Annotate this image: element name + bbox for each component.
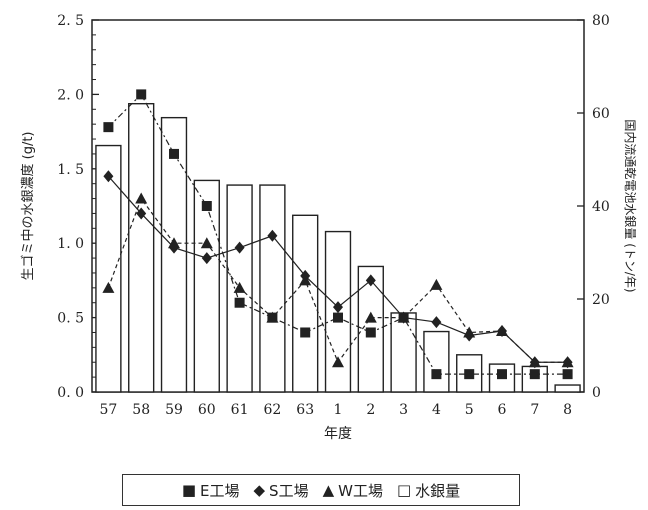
x-tick-label: 5 — [465, 402, 474, 418]
series-line-E工場 — [107, 93, 568, 375]
marker-diamond — [136, 207, 147, 220]
marker-triangle — [397, 311, 410, 323]
triangle-icon: ▲ — [322, 481, 335, 499]
left-tick-label: 0. 0 — [57, 385, 84, 401]
marker-diamond — [103, 170, 114, 183]
right-axis-title: 国内流通乾電池水銀量 (トン/年) — [623, 119, 637, 292]
diamond-icon: ◆ — [253, 481, 266, 499]
marker-square — [365, 327, 376, 338]
series-markers — [102, 89, 574, 380]
x-tick-label: 61 — [231, 402, 249, 418]
marker-triangle — [332, 356, 344, 368]
x-tick-label: 7 — [530, 402, 539, 418]
marker-square — [562, 369, 573, 380]
x-tick-label: 6 — [498, 402, 507, 418]
x-tick-label: 63 — [296, 402, 314, 418]
right-tick-label: 80 — [592, 13, 610, 29]
marker-square — [169, 148, 179, 159]
left-tick-label: 1. 0 — [57, 236, 84, 252]
left-tick-label: 2. 5 — [57, 13, 84, 29]
left-tick-label: 0. 5 — [57, 311, 84, 327]
marker-triangle — [168, 237, 180, 249]
right-tick-label: 20 — [592, 292, 610, 308]
bar — [193, 179, 220, 393]
marker-triangle — [200, 237, 213, 249]
marker-triangle — [233, 281, 246, 293]
marker-square — [529, 369, 540, 380]
x-tick-label: 60 — [198, 402, 216, 418]
x-tick-label: 59 — [165, 402, 183, 418]
legend-label-e: E工場 — [200, 481, 240, 500]
marker-square — [497, 369, 507, 380]
marker-square — [234, 297, 245, 308]
x-tick-label: 3 — [399, 402, 408, 418]
marker-triangle — [102, 281, 115, 293]
x-tick-label: 1 — [334, 402, 343, 418]
bar — [128, 102, 155, 393]
bar — [554, 384, 581, 393]
bar — [259, 184, 286, 393]
legend-item-mercury: □ 水銀量 — [397, 480, 460, 501]
marker-triangle — [266, 311, 279, 323]
hollow-square-icon: □ — [396, 481, 412, 499]
marker-triangle — [561, 356, 574, 368]
marker-triangle — [496, 324, 508, 336]
marker-triangle — [299, 274, 312, 286]
marker-square — [300, 327, 311, 338]
legend-item-e: ■ E工場 — [182, 480, 240, 501]
right-tick-label: 0 — [592, 385, 601, 401]
left-tick-label: 1. 5 — [57, 162, 84, 178]
marker-diamond — [333, 301, 343, 314]
legend-item-s: ◆ S工場 — [254, 480, 309, 501]
marker-diamond — [431, 316, 442, 329]
square-icon: ■ — [181, 481, 197, 499]
marker-triangle — [463, 326, 476, 338]
left-tick-label: 2. 0 — [57, 87, 84, 103]
marker-triangle — [364, 311, 377, 323]
bar — [160, 116, 188, 393]
marker-square — [136, 89, 147, 100]
x-tick-label: 62 — [263, 402, 281, 418]
marker-triangle — [135, 192, 148, 204]
bar — [423, 330, 450, 393]
bar — [95, 144, 122, 393]
marker-triangle — [430, 278, 443, 290]
marker-square — [201, 201, 212, 211]
x-axis-title: 年度 — [324, 426, 352, 442]
x-tick-label: 2 — [366, 402, 375, 418]
marker-diamond — [201, 252, 212, 265]
legend-item-w: ▲ W工場 — [323, 480, 383, 501]
right-tick-label: 40 — [592, 199, 610, 215]
bar — [292, 214, 319, 393]
x-tick-label: 4 — [432, 402, 441, 418]
marker-square — [333, 312, 343, 323]
legend: ■ E工場 ◆ S工場 ▲ W工場 □ 水銀量 — [122, 474, 520, 506]
marker-square — [464, 369, 475, 380]
marker-diamond — [234, 241, 245, 254]
x-tick-label: 58 — [132, 402, 150, 418]
marker-diamond — [365, 274, 376, 287]
x-tick-label: 8 — [563, 402, 572, 418]
legend-label-mercury: 水銀量 — [415, 481, 461, 500]
left-axis-title: 生ゴミ中の水銀濃度 (g/t) — [20, 131, 36, 280]
right-tick-label: 60 — [592, 106, 610, 122]
marker-square — [103, 122, 114, 133]
bar — [390, 312, 417, 393]
legend-label-w: W工場 — [338, 481, 383, 500]
marker-square — [431, 369, 442, 380]
marker-diamond — [267, 229, 278, 242]
marker-triangle — [528, 356, 541, 368]
x-tick-label: 57 — [99, 402, 117, 418]
legend-label-s: S工場 — [269, 481, 309, 500]
